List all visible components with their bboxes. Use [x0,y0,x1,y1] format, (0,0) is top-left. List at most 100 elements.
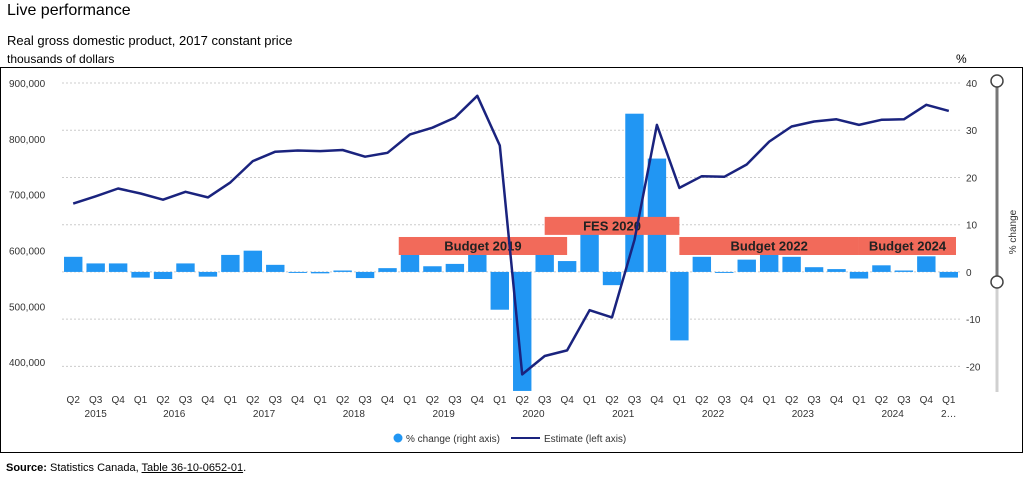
quarter-label: Q2 [336,395,350,406]
range-slider[interactable] [990,74,1004,392]
bar [423,266,442,272]
year-label: 2… [941,409,957,420]
quarter-label: Q2 [875,395,889,406]
quarter-label: Q1 [673,395,687,406]
quarter-label: Q1 [134,395,148,406]
bar [872,265,891,272]
quarter-label: Q3 [718,395,732,406]
chart-subtitle: Real gross domestic product, 2017 consta… [7,33,293,48]
quarter-label: Q1 [763,395,777,406]
year-label: 2022 [702,409,725,420]
estimate-line [72,94,950,376]
bar [108,263,128,272]
left-tick-label: 500,000 [9,302,46,313]
quarter-label: Q4 [381,395,395,406]
bar [221,254,240,272]
quarter-label: Q3 [358,395,372,406]
bar [670,271,689,341]
bar [894,270,914,272]
left-tick-label: 700,000 [9,191,46,202]
quarter-label: Q1 [583,395,597,406]
bar [849,271,869,279]
bar [153,271,173,280]
source-link[interactable]: Table 36-10-0652-01 [141,462,244,474]
quarter-label: Q4 [201,395,215,406]
quarter-label: Q4 [830,395,844,406]
bar [198,271,218,277]
quarter-label: Q4 [560,395,574,406]
bar [580,224,599,272]
quarter-label: Q2 [785,395,799,406]
quarter-label: Q3 [538,395,552,406]
left-axis-unit: thousands of dollars [7,52,115,66]
left-tick-label: 600,000 [9,246,46,257]
left-axis-ticks: 400,000 500,000 600,000 700,000 800,000 900,0… [9,79,46,369]
right-tick-label: -20 [966,362,981,373]
left-tick-label: 400,000 [9,358,46,369]
gridlines [62,82,960,367]
bar [939,271,958,278]
source-text: Statistics Canada, [50,462,139,474]
annotation-box [544,216,680,235]
bar [131,271,150,278]
right-tick-label: 0 [966,268,972,279]
quarter-label: Q1 [224,395,238,406]
quarter-label: Q4 [111,395,125,406]
year-label: 2017 [253,409,276,420]
quarter-label: Q4 [471,395,485,406]
slider-handle-top[interactable] [990,74,1004,88]
bar [715,271,734,273]
bar [692,256,712,272]
bar [804,267,824,272]
bar [737,259,756,272]
bar [288,271,307,273]
bar [355,271,375,279]
bar [602,271,622,286]
year-label: 2019 [433,409,456,420]
annotation-label: Budget 2022 [731,238,808,253]
quarter-label: Q2 [516,395,530,406]
source-note: Source: Statistics Canada, Table 36-10-0… [6,462,246,474]
bar [176,263,195,272]
quarter-label: Q4 [291,395,305,406]
bar [490,271,509,310]
bar [647,158,667,272]
bar [378,268,397,272]
bar [310,271,330,274]
legend-line-label[interactable]: Estimate (left axis) [544,434,626,445]
quarter-label: Q3 [628,395,642,406]
year-label: 2024 [882,409,905,420]
source-label: Source: [6,462,47,474]
quarter-label: Q2 [246,395,260,406]
year-label: 2020 [522,409,545,420]
bar [513,271,532,391]
slider-handle-bottom[interactable] [990,275,1004,289]
right-tick-label: -10 [966,315,981,326]
bar [625,113,644,272]
quarter-label: Q3 [179,395,193,406]
left-tick-label: 900,000 [9,79,46,90]
annotations: Budget 2019 FES 2020 Budget 2022 Budget 202… [398,216,956,255]
quarter-label: Q2 [695,395,709,406]
annotation-label: FES 2020 [583,218,641,233]
quarter-label: Q3 [448,395,462,406]
legend: % change (right axis) Estimate (left axi… [393,433,626,445]
quarter-label: Q2 [67,395,81,406]
right-axis-ticks: -20 -10 0 10 20 30 40 [966,79,981,373]
annotation-box [679,236,859,255]
bar [86,263,105,272]
year-label: 2021 [612,409,635,420]
year-label: 2016 [163,409,186,420]
right-tick-label: 40 [966,79,978,90]
bar [468,250,487,272]
quarter-label: Q4 [920,395,934,406]
quarter-label: Q3 [897,395,911,406]
bar [827,269,846,272]
year-label: 2018 [343,409,366,420]
quarter-label: Q1 [403,395,417,406]
bar [445,263,465,272]
quarter-label: Q1 [942,395,956,406]
bar [243,250,263,272]
legend-bar-label[interactable]: % change (right axis) [406,434,500,445]
